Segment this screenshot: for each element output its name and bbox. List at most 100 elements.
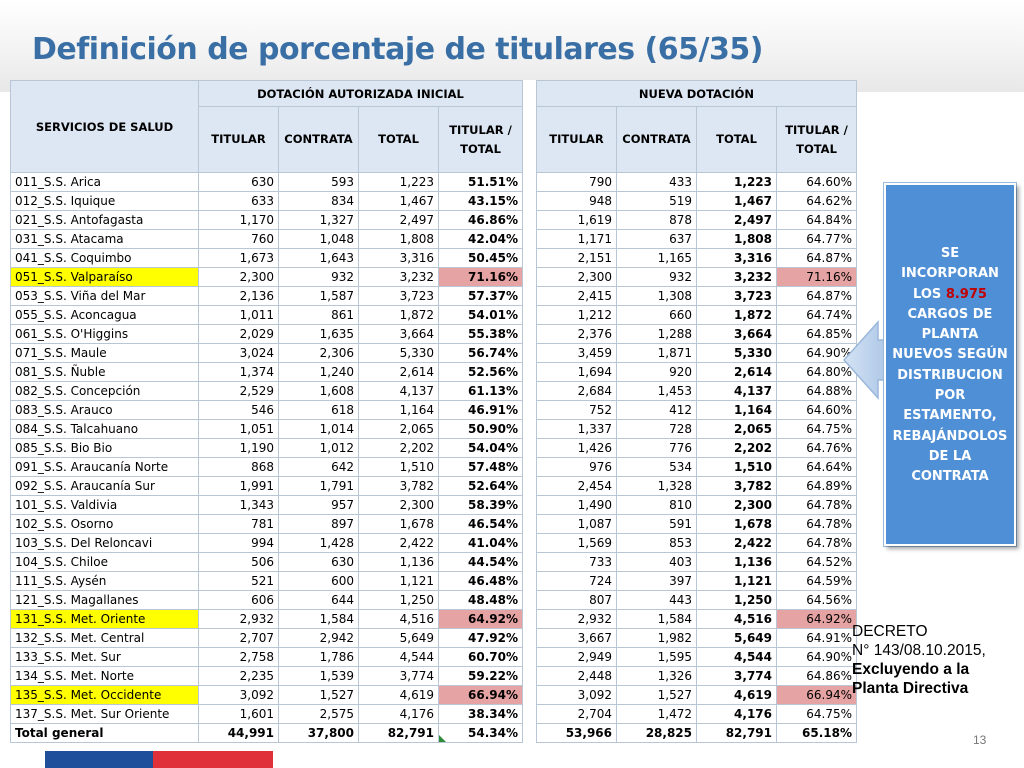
cell-initial-titular: 3,024 — [198, 343, 279, 363]
cell-initial-titular: 2,029 — [198, 324, 279, 344]
cell-new-total: 5,649 — [696, 628, 777, 648]
cell-new-titular: 1,569 — [536, 533, 617, 553]
service-name: 055_S.S. Aconcagua — [10, 305, 199, 325]
cell-initial-titular: 506 — [198, 552, 279, 572]
cell-initial-ratio: 52.56% — [438, 362, 523, 382]
cell-new-total: 1,510 — [696, 457, 777, 477]
service-name: 102_S.S. Osorno — [10, 514, 199, 534]
table-row: 081_S.S. Ñuble 1,374 1,240 2,614 52.56% 1,694… — [10, 362, 857, 382]
table-row: 084_S.S. Talcahuano 1,051 1,014 2,065 50.90%… — [10, 419, 857, 439]
cell-initial-contrata: 1,327 — [278, 210, 359, 230]
cell-new-contrata: 591 — [616, 514, 697, 534]
column-gap — [522, 438, 537, 458]
cell-initial-contrata: 1,643 — [278, 248, 359, 268]
cell-initial-titular: 630 — [198, 172, 279, 192]
cell-initial-ratio: 61.13% — [438, 381, 523, 401]
cell-new-contrata: 1,288 — [616, 324, 697, 344]
table-row: 103_S.S. Del Reloncavi 994 1,428 2,422 41.04… — [10, 533, 857, 553]
cell-new-titular: 1,171 — [536, 229, 617, 249]
header-services: SERVICIOS DE SALUD — [10, 80, 199, 173]
cell-initial-contrata: 932 — [278, 267, 359, 287]
cell-initial-titular: 1,673 — [198, 248, 279, 268]
service-name: 071_S.S. Maule — [10, 343, 199, 363]
column-gap — [522, 286, 537, 306]
total-initial-total: 82,791 — [358, 723, 439, 743]
cell-initial-ratio: 55.38% — [438, 324, 523, 344]
callout-line: POR — [934, 388, 966, 404]
cell-initial-total: 3,664 — [358, 324, 439, 344]
cell-new-titular: 733 — [536, 552, 617, 572]
table-row: 092_S.S. Araucanía Sur 1,991 1,791 3,782 52.… — [10, 476, 857, 496]
cell-new-total: 2,497 — [696, 210, 777, 230]
cell-new-contrata: 1,527 — [616, 685, 697, 705]
cell-new-contrata: 397 — [616, 571, 697, 591]
cell-new-contrata: 1,165 — [616, 248, 697, 268]
cell-new-titular: 3,667 — [536, 628, 617, 648]
cell-new-total: 3,723 — [696, 286, 777, 306]
cell-initial-ratio: 71.16% — [438, 267, 523, 287]
cell-initial-ratio: 43.15% — [438, 191, 523, 211]
cell-new-ratio: 64.76% — [776, 438, 857, 458]
cell-initial-total: 1,808 — [358, 229, 439, 249]
callout-box: SE INCORPORAN LOS 8.975 CARGOS DE PLANTA… — [884, 183, 1016, 546]
cell-initial-titular: 1,991 — [198, 476, 279, 496]
cell-initial-total: 1,121 — [358, 571, 439, 591]
service-name: 103_S.S. Del Reloncavi — [10, 533, 199, 553]
header-group-initial: DOTACIÓN AUTORIZADA INICIAL — [198, 80, 523, 107]
cell-initial-contrata: 2,306 — [278, 343, 359, 363]
header-initial-total: TOTAL — [358, 106, 439, 173]
cell-initial-titular: 521 — [198, 571, 279, 591]
total-initial-ratio: 54.34% — [438, 723, 523, 743]
cell-initial-titular: 1,343 — [198, 495, 279, 515]
cell-initial-ratio: 50.45% — [438, 248, 523, 268]
table-row: 133_S.S. Met. Sur 2,758 1,786 4,544 60.70% 2,… — [10, 647, 857, 667]
column-gap — [522, 704, 537, 724]
cell-new-titular: 752 — [536, 400, 617, 420]
service-name: 082_S.S. Concepción — [10, 381, 199, 401]
cell-new-contrata: 403 — [616, 552, 697, 572]
cell-initial-contrata: 1,012 — [278, 438, 359, 458]
service-name: 061_S.S. O'Higgins — [10, 324, 199, 344]
column-gap — [522, 723, 537, 743]
table-row: 055_S.S. Aconcagua 1,011 861 1,872 54.01% 1,2… — [10, 305, 857, 325]
callout-line: LOS 8.975 — [886, 285, 1014, 305]
service-name: 137_S.S. Met. Sur Oriente — [10, 704, 199, 724]
column-gap — [522, 533, 537, 553]
cell-initial-ratio: 51.51% — [438, 172, 523, 192]
cell-new-titular: 2,932 — [536, 609, 617, 629]
cell-initial-titular: 2,136 — [198, 286, 279, 306]
cell-new-ratio: 64.56% — [776, 590, 857, 610]
cell-new-ratio: 64.87% — [776, 286, 857, 306]
table-total: Total general 44,991 37,800 82,791 54.34… — [10, 723, 857, 743]
cell-initial-ratio: 54.04% — [438, 438, 523, 458]
cell-new-titular: 2,376 — [536, 324, 617, 344]
cell-new-total: 4,516 — [696, 609, 777, 629]
cell-initial-ratio: 46.86% — [438, 210, 523, 230]
cell-new-contrata: 660 — [616, 305, 697, 325]
cell-new-titular: 2,454 — [536, 476, 617, 496]
cell-new-ratio: 64.75% — [776, 419, 857, 439]
callout-line: CARGOS DE — [907, 306, 993, 322]
cell-initial-ratio: 64.92% — [438, 609, 523, 629]
cell-initial-total: 4,137 — [358, 381, 439, 401]
callout-prefix: LOS — [913, 286, 946, 302]
cell-new-total: 1,136 — [696, 552, 777, 572]
decree-emphasis: Excluyendo a la — [852, 661, 970, 678]
cell-new-total: 2,422 — [696, 533, 777, 553]
cell-new-ratio: 66.94% — [776, 685, 857, 705]
column-gap — [522, 476, 537, 496]
cell-initial-contrata: 1,587 — [278, 286, 359, 306]
cell-new-ratio: 64.87% — [776, 248, 857, 268]
cell-new-contrata: 1,326 — [616, 666, 697, 686]
table-row: 102_S.S. Osorno 781 897 1,678 46.54% 1,087 591… — [10, 514, 857, 534]
total-new-ratio: 65.18% — [776, 723, 857, 743]
cell-initial-total: 1,467 — [358, 191, 439, 211]
cell-initial-ratio: 47.92% — [438, 628, 523, 648]
total-initial-contrata: 37,800 — [278, 723, 359, 743]
cell-initial-ratio: 50.90% — [438, 419, 523, 439]
column-gap — [522, 229, 537, 249]
footer-bar-blue — [45, 751, 153, 768]
cell-new-total: 3,664 — [696, 324, 777, 344]
callout-line: INCORPORAN — [901, 266, 999, 282]
cell-initial-total: 1,872 — [358, 305, 439, 325]
